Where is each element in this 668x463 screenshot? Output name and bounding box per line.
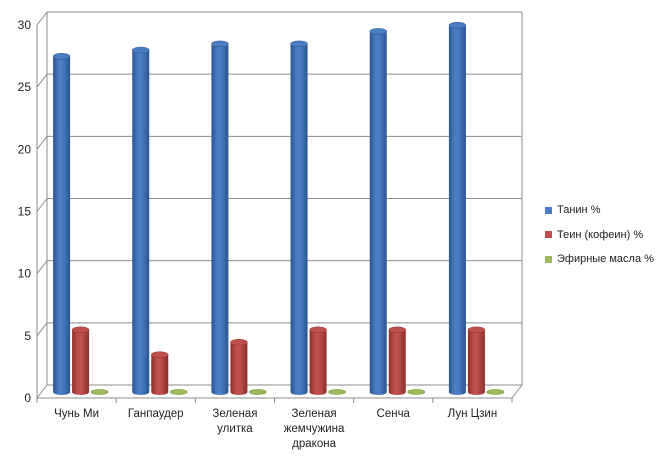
bar [71,326,90,395]
gridline-side [36,260,48,274]
y-tick-label: 5 [24,329,31,343]
floor-right-edge [511,384,523,399]
legend-swatch [545,255,552,263]
gridline-side [36,11,48,26]
x-tick-label: Ганпаудер [128,408,184,420]
x-tick-label: Сенча [377,408,411,420]
bar [52,53,71,396]
x-tick-label: Зеленая жемчужина дракона [284,408,345,450]
x-tick-label: Чунь Ми [54,408,99,420]
y-tick-label: 30 [18,18,32,32]
legend-label: Теин (кофеин) % [557,228,644,241]
bar [290,40,308,395]
bars [52,21,505,396]
gridline-side [36,384,48,399]
y-axis-tick-labels: 0 5 10 15 20 25 30 [18,18,32,405]
bar [388,326,406,395]
bar [132,46,150,395]
x-tick-label: Зеленая улитка [212,408,257,435]
bar [328,389,346,395]
x-axis-tick-labels: Чунь Ми Ганпаудер Зеленая улитка Зеленая жемч… [54,408,497,450]
axes [36,12,523,403]
legend-label: Танин % [557,204,601,217]
y-tick-label: 10 [18,267,32,281]
bar [230,339,248,395]
bar [407,389,426,395]
bar [151,351,169,395]
y-tick-label: 20 [18,142,32,156]
bar [249,389,267,395]
gridline-side [36,322,48,337]
bar [467,326,486,395]
bar [486,389,505,395]
gridline-side [36,198,48,212]
x-tick-label: Лун Цзин [448,408,498,420]
y-tick-label: 0 [24,391,31,405]
legend: Танин % Теин (кофеин) % Эфирные масла % [545,198,654,272]
y-tick-label: 15 [18,205,32,219]
bar [169,389,188,395]
bar [448,21,467,395]
bar [309,326,327,395]
legend-label: Эфирные масла % [557,253,654,266]
legend-item: Теин (кофеин) % [545,223,654,248]
y-tick-label: 25 [18,80,32,94]
bar [211,40,229,395]
bar [369,28,387,396]
legend-swatch [545,206,552,214]
bar [90,389,109,395]
legend-item: Танин % [545,198,654,223]
legend-swatch [545,231,552,239]
gridline-side [36,73,48,88]
legend-item: Эфирные масла % [545,247,654,272]
gridlines [36,11,522,399]
gridline-side [36,136,48,150]
